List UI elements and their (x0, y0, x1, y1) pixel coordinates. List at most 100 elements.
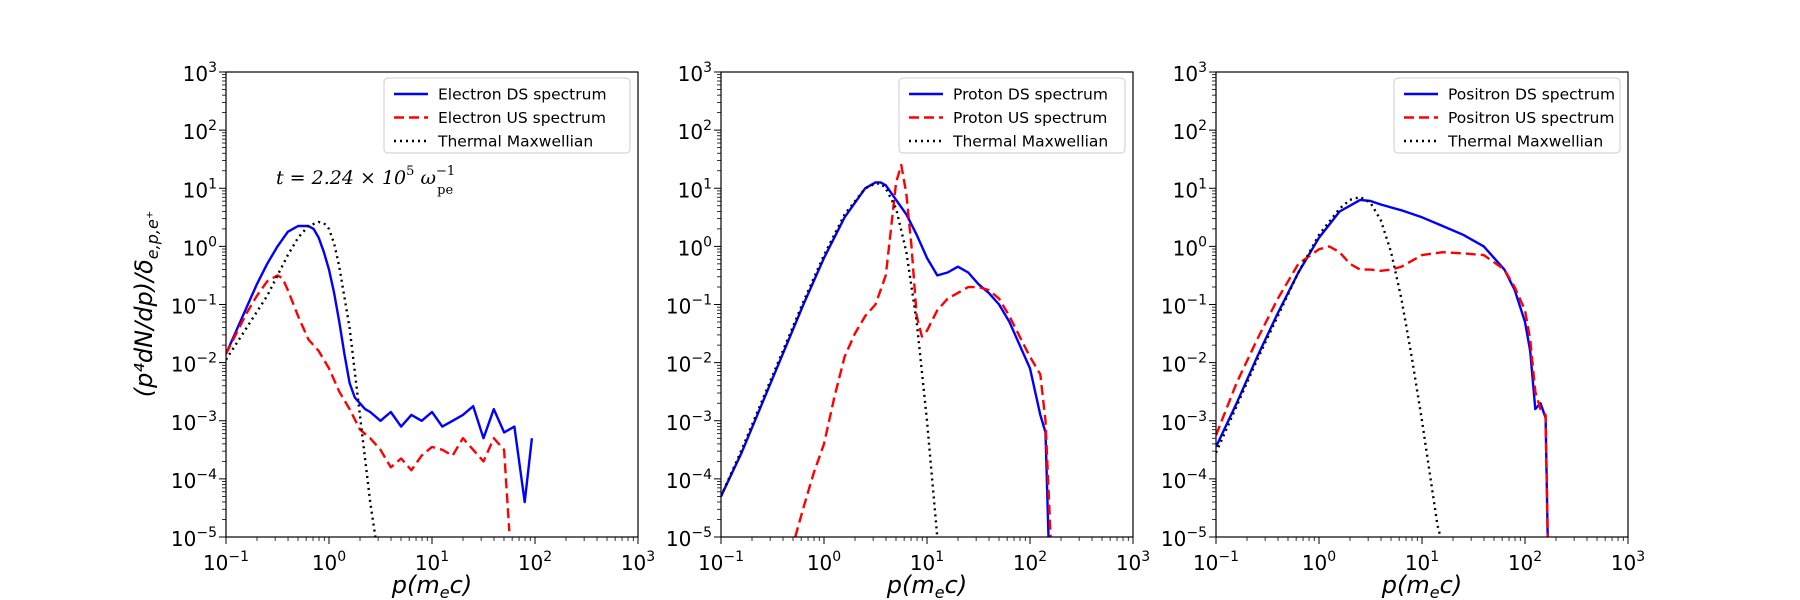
positron-ytick-label: 10−2 (1161, 351, 1207, 377)
electron-ytick-label: 10−3 (171, 409, 217, 435)
positron-ytick-label-exp: −5 (1186, 525, 1207, 541)
proton-ytick-label-exp: −5 (691, 525, 712, 541)
proton-ytick-label-base: 10 (666, 411, 691, 435)
proton-ytick-label: 101 (678, 176, 712, 202)
positron-xtick-label: 103 (1611, 549, 1645, 575)
proton-x-axis-label: p(mec) (886, 571, 967, 600)
x-label-main: p(m (391, 571, 440, 599)
electron-xtick-label-exp: −1 (228, 549, 249, 565)
proton-series-solid (721, 181, 1050, 537)
proton-xtick-label-exp: 2 (1038, 549, 1047, 565)
panels: 10−1 100 101 102 10310−510−410−310−210−11001… (171, 60, 1645, 600)
electron-ytick-label: 10−5 (171, 525, 217, 551)
electron-xtick-label-exp: 2 (543, 549, 552, 565)
proton-ytick-label-base: 10 (678, 120, 703, 144)
electron-ytick-label-base: 10 (183, 120, 208, 144)
electron-ytick-label-base: 10 (171, 527, 196, 551)
proton-ticks (714, 71, 1134, 544)
proton-legend-box (898, 77, 1126, 154)
electron-ytick-label-exp: 1 (208, 176, 217, 192)
proton-ytick-label-base: 10 (666, 353, 691, 377)
time-annotation: t = 2.24 × 105 ω−1 pe (276, 164, 455, 198)
positron-ytick-label-exp: 0 (1198, 234, 1207, 250)
positron-ytick-label-base: 10 (1161, 295, 1186, 319)
electron-ytick-label-base: 10 (183, 62, 208, 86)
positron-xtick-label: 101 (1405, 549, 1439, 575)
electron-x-axis-label: p(mec) (391, 571, 472, 600)
positron-ytick-label-base: 10 (1173, 236, 1198, 260)
electron-ytick-label: 100 (183, 234, 217, 260)
proton-ytick-label-exp: 0 (703, 234, 712, 250)
proton-legend: Proton DS spectrum Proton US spectrum Ther… (898, 77, 1126, 154)
annotation-prefix: t = 2.24 × 10 (276, 167, 406, 189)
electron-xtick-label-base: 10 (518, 551, 543, 575)
electron-xtick-label-exp: 0 (337, 549, 346, 565)
positron-ytick-label-exp: −3 (1186, 409, 1207, 425)
positron-ytick-label-base: 10 (1161, 411, 1186, 435)
proton-ytick-label-exp: −3 (691, 409, 712, 425)
electron-series-dashed (226, 274, 511, 532)
proton-ytick-label-exp: 1 (703, 176, 712, 192)
panel-electron: 10−1 100 101 102 10310−510−410−310−210−11001… (171, 60, 655, 600)
proton-ytick-label-base: 10 (678, 62, 703, 86)
electron-ytick-label-exp: −4 (196, 467, 217, 483)
proton-xtick-label-base: 10 (698, 551, 723, 575)
positron-xtick-label-exp: 2 (1533, 549, 1542, 565)
panel-positron: 10−1 100 101 102 10310−510−410−310−210−11001… (1161, 60, 1645, 600)
proton-ytick-label: 10−3 (666, 409, 712, 435)
x-label-sub: e (935, 583, 945, 600)
proton-ytick-label: 102 (678, 118, 712, 144)
electron-ytick-label-base: 10 (171, 469, 196, 493)
positron-ytick-label-exp: −4 (1186, 467, 1207, 483)
electron-xtick-label-base: 10 (621, 551, 646, 575)
positron-ytick-label: 101 (1173, 176, 1207, 202)
x-label-sub: e (1430, 583, 1440, 600)
positron-legend: Positron DS spectrum Positron US spectrum… (1393, 77, 1621, 154)
electron-series-solid (226, 224, 534, 504)
electron-ytick-label-exp: 0 (208, 234, 217, 250)
proton-series-dashed (794, 163, 1052, 537)
electron-ytick-label-exp: 2 (208, 118, 217, 134)
electron-xtick-label-base: 10 (312, 551, 337, 575)
proton-legend-label: Thermal Maxwellian (952, 133, 1108, 151)
x-label-end: c) (945, 571, 968, 599)
proton-xtick-label-exp: 0 (832, 549, 841, 565)
proton-xtick-label: 10−1 (698, 549, 744, 575)
positron-xtick-label: 10−1 (1193, 549, 1239, 575)
electron-ytick-label-base: 10 (183, 178, 208, 202)
proton-ytick-label: 10−4 (666, 467, 712, 493)
electron-ytick-label-exp: −3 (196, 409, 217, 425)
positron-xtick-label-exp: 1 (1430, 549, 1439, 565)
positron-ticks (1209, 71, 1629, 544)
proton-series-dotted (721, 182, 939, 537)
positron-legend-label: Positron US spectrum (1448, 109, 1614, 127)
positron-ytick-label-base: 10 (1161, 469, 1186, 493)
positron-ytick-label: 10−3 (1161, 409, 1207, 435)
positron-series-solid (1216, 198, 1549, 537)
electron-xtick-label: 101 (415, 549, 449, 575)
proton-xtick-label-exp: 3 (1141, 549, 1150, 565)
electron-ytick-label-exp: −2 (196, 351, 217, 367)
positron-ytick-label-exp: 1 (1198, 176, 1207, 192)
proton-ytick-label: 103 (678, 60, 712, 86)
electron-ytick-label: 10−2 (171, 351, 217, 377)
electron-xtick-label: 100 (312, 549, 346, 575)
proton-xtick-label: 103 (1116, 549, 1150, 575)
proton-xtick-label: 100 (807, 549, 841, 575)
electron-ytick-label: 103 (183, 60, 217, 86)
electron-xtick-label-exp: 1 (440, 549, 449, 565)
proton-ytick-label-exp: −2 (691, 351, 712, 367)
electron-legend-label: Electron DS spectrum (438, 86, 607, 104)
positron-ytick-label: 103 (1173, 60, 1207, 86)
positron-series-dotted (1216, 195, 1442, 537)
electron-xtick-label: 103 (621, 549, 655, 575)
proton-ytick-label: 100 (678, 234, 712, 260)
proton-ytick-label: 10−5 (666, 525, 712, 551)
proton-xtick-label-base: 10 (1116, 551, 1141, 575)
electron-ytick-label: 102 (183, 118, 217, 144)
x-label-sub: e (440, 583, 450, 600)
electron-ytick-label-exp: −1 (196, 293, 217, 309)
proton-xtick-label-exp: 1 (935, 549, 944, 565)
positron-xtick-label-exp: 3 (1636, 549, 1645, 565)
y-axis-label-main: (p⁴dN/dp)/δ (130, 259, 158, 397)
